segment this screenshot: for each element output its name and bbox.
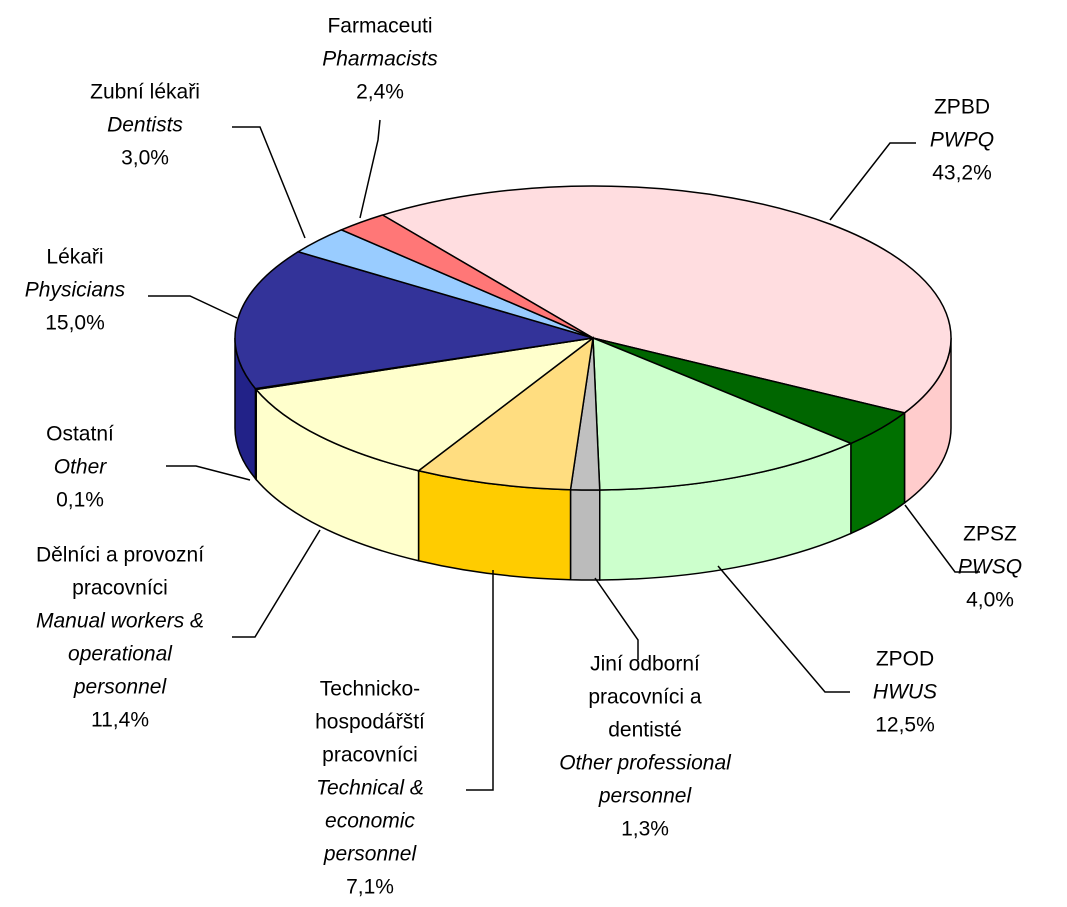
label-name-en: Physicians (25, 279, 126, 302)
leader-line (829, 142, 916, 221)
label-name: ZPBD (934, 96, 990, 119)
value-label: 0,1% (56, 489, 104, 512)
label-name-en: Dentists (107, 114, 183, 137)
label-name-en: economic (325, 810, 415, 833)
label-name-en: Other (54, 456, 108, 479)
label-name-en: Manual workers & (36, 610, 204, 633)
label-name: Zubní lékaři (90, 81, 200, 104)
slice-label: Farmaceuti Pharmacists 2,4% (322, 15, 438, 104)
label-name-en: PWSQ (958, 556, 1022, 579)
label-name: ZPSZ (963, 523, 1017, 546)
label-name: ZPOD (876, 648, 934, 671)
label-name-en: Technical & (316, 777, 424, 800)
leader-line (594, 577, 639, 660)
value-label: 4,0% (966, 589, 1014, 612)
leader-line (232, 529, 321, 638)
label-name: pracovníci (72, 577, 168, 600)
slice-label: Dělníci a provozní pracovníci Manual worke… (36, 544, 204, 732)
label-name: Farmaceuti (327, 15, 432, 38)
value-label: 2,4% (356, 81, 404, 104)
value-label: 7,1% (346, 876, 394, 899)
pie-slice (592, 336, 853, 491)
leader-line (232, 126, 306, 239)
slice-label: ZPSZ PWSQ 4,0% (958, 523, 1022, 612)
slice-label: Ostatní Other 0,1% (46, 423, 114, 512)
slice-label: ZPBD PWPQ 43,2% (930, 96, 994, 185)
leader-line (166, 465, 251, 481)
label-name: Ostatní (46, 423, 114, 446)
pie-slice (234, 250, 594, 390)
label-name-en: personnel (73, 676, 168, 699)
slice-label: Lékaři Physicians 15,0% (25, 246, 126, 335)
pie-slice (416, 336, 595, 491)
pie-slice (339, 214, 594, 339)
leader-line (717, 565, 850, 693)
slice-label: Jiní odborní pracovníci a dentisté Other pr… (559, 653, 732, 841)
label-name: Jiní odborní (590, 653, 700, 676)
leader-line (904, 504, 980, 573)
leader-line (359, 119, 381, 219)
label-name-en: operational (68, 643, 173, 666)
label-name-en: personnel (323, 843, 418, 866)
value-label: 43,2% (932, 162, 992, 185)
value-label: 11,4% (91, 709, 149, 732)
label-name: Lékaři (46, 246, 103, 269)
value-label: 1,3% (621, 818, 669, 841)
pie-slice (380, 185, 952, 414)
label-name: Technicko- (320, 678, 420, 701)
value-label: 12,5% (875, 714, 935, 737)
label-name: dentisté (608, 719, 682, 742)
leader-line (466, 570, 494, 791)
value-label: 3,0% (121, 147, 169, 170)
slice-label: ZPOD HWUS 12,5% (873, 648, 937, 737)
label-name: Dělníci a provozní (36, 544, 204, 567)
label-name: hospodářští (315, 711, 425, 734)
slice-label: Zubní lékaři Dentists 3,0% (90, 81, 200, 170)
pie-side (569, 488, 601, 581)
label-name-en: personnel (598, 785, 693, 808)
label-name-en: PWPQ (930, 129, 994, 152)
label-name: pracovníci (322, 744, 418, 767)
label-name-en: HWUS (873, 681, 937, 704)
label-name: pracovníci a (588, 686, 702, 709)
label-name-en: Other professional (559, 752, 732, 775)
value-label: 15,0% (45, 312, 105, 335)
slice-label: Technicko-hospodářští pracovníci Technical… (315, 678, 425, 899)
label-name-en: Pharmacists (322, 48, 438, 71)
leader-line (148, 295, 238, 319)
pie-slice (254, 337, 594, 472)
